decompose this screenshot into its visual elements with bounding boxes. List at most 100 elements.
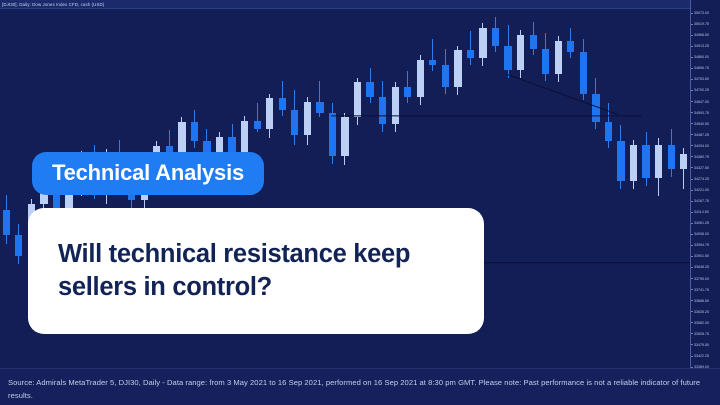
candle-body [642, 144, 650, 179]
candle-body [240, 120, 249, 153]
candlestick [479, 9, 487, 368]
candlestick [278, 9, 286, 368]
candlestick [65, 9, 73, 368]
price-axis-tick: 34700.25 [691, 88, 709, 93]
candlestick [554, 9, 562, 368]
drawing-tools-layer [331, 73, 690, 264]
trendline[interactable] [506, 73, 618, 115]
candle-body [667, 144, 675, 169]
price-axis-tick: 33848.25 [691, 265, 709, 270]
price-axis-tick: 34913.25 [691, 44, 709, 49]
candle-body [165, 146, 173, 158]
candlestick [504, 9, 512, 368]
candlestick [416, 9, 424, 368]
price-axis-tick: 33528.75 [691, 331, 709, 336]
price-axis-tick: 33901.50 [691, 254, 709, 259]
price-axis-tick: 34434.00 [691, 143, 709, 148]
price-axis-tick: 34061.25 [691, 221, 709, 226]
candle-body [366, 82, 374, 97]
candle-body [228, 136, 236, 153]
candlestick [316, 9, 324, 368]
candlestick [15, 9, 23, 368]
candle-wick [683, 147, 685, 190]
candle-body [466, 50, 475, 59]
price-axis-tick: 34753.50 [691, 77, 709, 82]
candlestick [516, 9, 525, 368]
candle-wick [432, 39, 434, 72]
price-axis-tick: 33582.00 [691, 320, 709, 325]
candle-body [2, 210, 10, 235]
candlestick [579, 9, 587, 368]
candlestick [491, 9, 500, 368]
price-axis[interactable]: 35073.00 35019.75 34966.50 34913.25 34860.00… [690, 0, 720, 369]
candlestick [642, 9, 650, 368]
candle-body [554, 40, 562, 75]
candle-body [592, 93, 600, 123]
candlestick [529, 9, 537, 368]
candle-body [15, 234, 23, 257]
candle-body [52, 178, 61, 220]
candle-body [303, 101, 311, 136]
candle-body [291, 109, 299, 136]
candle-body [253, 120, 261, 129]
price-axis-tick: 33741.75 [691, 287, 709, 292]
price-axis-tick: 33475.50 [691, 342, 709, 347]
candlestick [165, 9, 173, 368]
price-axis-tick: 34327.50 [691, 165, 709, 170]
price-axis-tick: 34274.25 [691, 176, 709, 181]
price-axis-tick: 34114.50 [691, 210, 709, 215]
candle-body [529, 34, 537, 49]
price-axis-tick: 35019.75 [691, 22, 709, 27]
candle-body [629, 144, 638, 182]
price-axis-tick: 34966.50 [691, 33, 709, 38]
candlestick [240, 9, 249, 368]
candle-body [441, 64, 449, 88]
price-axis-tick: 34167.75 [691, 199, 709, 204]
candle-body [278, 98, 286, 110]
chart-title: [DJI30], Daily: Dow Jones Index CFD, cas… [2, 1, 105, 7]
candle-body [579, 52, 587, 94]
price-axis-tick: 33422.25 [691, 353, 709, 358]
candle-wick [469, 31, 471, 65]
candlestick [253, 9, 261, 368]
candlestick [178, 9, 186, 368]
candle-body [680, 154, 688, 169]
candlestick [228, 9, 236, 368]
candle-body [504, 45, 512, 70]
price-axis-tick: 34806.75 [691, 66, 709, 71]
candlestick [52, 9, 61, 368]
candlestick [404, 9, 412, 368]
candlestick [454, 9, 462, 368]
candlestick [353, 9, 362, 368]
candle-body [378, 96, 387, 124]
candle-body [404, 87, 412, 97]
chart-title-bar: [DJI30], Daily: Dow Jones Index CFD, cas… [0, 0, 690, 9]
candlestick [680, 9, 688, 368]
source-footer: Source: Admirals MetaTrader 5, DJI30, Da… [0, 368, 720, 405]
price-axis-tick: 34593.75 [691, 110, 709, 115]
candlestick [366, 9, 374, 368]
candle-body [479, 28, 487, 59]
headline-card: Will technical resistance keep sellers i… [28, 208, 484, 334]
candlestick [303, 9, 311, 368]
candlestick [328, 9, 337, 368]
candle-body [266, 98, 274, 129]
category-badge-label: Technical Analysis [52, 160, 245, 185]
candlestick [2, 9, 10, 368]
price-axis-tick: 34380.75 [691, 154, 709, 159]
candlestick [629, 9, 638, 368]
candle-body [654, 144, 663, 179]
source-text: Source: Admirals MetaTrader 5, DJI30, Da… [8, 378, 701, 400]
price-axis-tick: 33795.00 [691, 276, 709, 281]
price-axis-tick: 34487.25 [691, 132, 709, 137]
headline-text: Will technical resistance keep sellers i… [58, 240, 411, 301]
candle-body [316, 101, 324, 113]
candlestick [429, 9, 437, 368]
candlestick [391, 9, 399, 368]
candlestick [341, 9, 349, 368]
candle-body [65, 182, 73, 220]
candle-body [341, 117, 349, 156]
candlestick [604, 9, 613, 368]
price-axis-tick: 34008.00 [691, 232, 709, 237]
candlestick [667, 9, 675, 368]
